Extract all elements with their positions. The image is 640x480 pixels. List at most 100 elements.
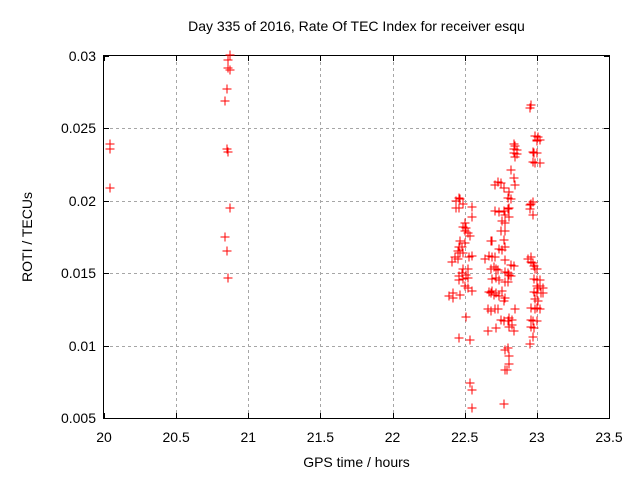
x-tick-label: 23.5: [595, 429, 623, 445]
data-point-marker: [467, 286, 477, 296]
data-point-marker: [532, 148, 542, 158]
data-point-marker: [499, 296, 509, 306]
data-point-marker: [461, 312, 471, 322]
data-point-marker: [504, 212, 514, 222]
data-point-marker: [510, 180, 520, 190]
data-point-marker: [529, 323, 539, 333]
vertical-gridline: [176, 56, 178, 418]
data-point-marker: [223, 273, 233, 283]
y-tick-mark: [104, 345, 109, 347]
x-tick-label: 21.5: [306, 429, 335, 445]
data-point-marker: [500, 226, 510, 236]
x-tick-mark: [464, 56, 466, 61]
y-tick-label: 0.01: [68, 337, 96, 354]
data-point-marker: [455, 290, 465, 300]
x-tick-label: 22: [384, 429, 401, 445]
data-point-marker: [506, 165, 516, 175]
data-point-marker: [494, 275, 504, 285]
data-point-marker: [532, 316, 542, 326]
data-point-marker: [463, 273, 473, 283]
horizontal-gridline: [104, 345, 609, 347]
data-point-marker: [506, 194, 516, 204]
data-point-marker: [533, 296, 543, 306]
data-point-marker: [467, 385, 477, 395]
y-tick-mark: [104, 273, 109, 275]
x-tick-mark: [176, 413, 178, 418]
x-tick-label: 22.5: [451, 429, 479, 445]
data-point-marker: [225, 65, 235, 75]
data-point-marker: [491, 323, 501, 333]
y-tick-mark: [104, 128, 109, 130]
data-point-marker: [503, 268, 513, 278]
data-point-marker: [499, 235, 509, 245]
data-point-marker: [535, 158, 545, 168]
data-point-marker: [510, 152, 520, 162]
x-tick-mark: [104, 413, 105, 418]
data-point-marker: [223, 55, 233, 65]
x-tick-mark: [536, 413, 538, 418]
data-point-marker: [532, 264, 542, 274]
data-point-marker: [223, 147, 233, 157]
data-point-marker: [487, 236, 497, 246]
data-point-marker: [493, 265, 503, 275]
y-tick-mark: [104, 418, 109, 419]
data-point-marker: [465, 231, 475, 241]
data-point-marker: [105, 183, 115, 193]
data-point-marker: [535, 275, 545, 285]
data-point-marker: [532, 136, 542, 146]
x-tick-label: 21: [240, 429, 257, 445]
data-point-marker: [500, 218, 510, 228]
data-point-marker: [494, 207, 504, 217]
x-tick-mark: [248, 56, 250, 61]
data-point-marker: [463, 264, 473, 274]
data-point-marker: [220, 232, 230, 242]
data-point-marker: [105, 144, 115, 154]
data-point-marker: [510, 304, 520, 314]
data-point-marker: [467, 403, 477, 413]
x-tick-label: 20: [96, 429, 112, 445]
y-tick-mark: [104, 56, 109, 57]
data-point-marker: [504, 359, 514, 369]
x-tick-mark: [536, 56, 538, 61]
data-point-marker: [535, 304, 545, 314]
data-point-marker: [509, 326, 519, 336]
vertical-gridline: [536, 56, 538, 418]
chart-title: Day 335 of 2016, Rate Of TEC Index for r…: [188, 18, 525, 34]
data-point-marker: [447, 257, 457, 267]
y-tick-label: 0.015: [60, 265, 96, 282]
data-point-marker: [504, 351, 514, 361]
data-point-marker: [454, 203, 464, 213]
data-point-marker: [493, 304, 503, 314]
x-tick-mark: [104, 56, 105, 61]
data-point-marker: [467, 212, 477, 222]
data-point-marker: [499, 399, 509, 409]
data-point-marker: [448, 293, 458, 303]
data-point-marker: [225, 203, 235, 213]
data-point-marker: [454, 333, 464, 343]
data-point-marker: [483, 326, 493, 336]
y-tick-mark: [604, 200, 609, 202]
data-point-marker: [525, 103, 535, 113]
y-tick-label: 0.005: [60, 410, 96, 426]
data-point-marker: [467, 251, 477, 261]
data-point-marker: [497, 245, 507, 255]
data-point-marker: [220, 96, 230, 106]
data-point-marker: [528, 210, 538, 220]
x-tick-mark: [609, 56, 610, 61]
data-point-marker: [490, 252, 500, 262]
data-point-marker: [528, 332, 538, 342]
data-point-marker: [503, 277, 513, 287]
data-point-marker: [497, 286, 507, 296]
y-tick-label: 0.02: [68, 192, 96, 209]
data-point-marker: [465, 378, 475, 388]
plot-area: [103, 50, 610, 419]
data-point-marker: [509, 261, 519, 271]
y-tick-label: 0.03: [68, 48, 96, 64]
x-tick-mark: [320, 56, 322, 61]
data-point-marker: [500, 345, 510, 355]
x-tick-label: 23: [529, 429, 545, 445]
data-point-marker: [490, 180, 500, 190]
data-point-marker: [458, 248, 468, 258]
x-tick-mark: [464, 413, 466, 418]
